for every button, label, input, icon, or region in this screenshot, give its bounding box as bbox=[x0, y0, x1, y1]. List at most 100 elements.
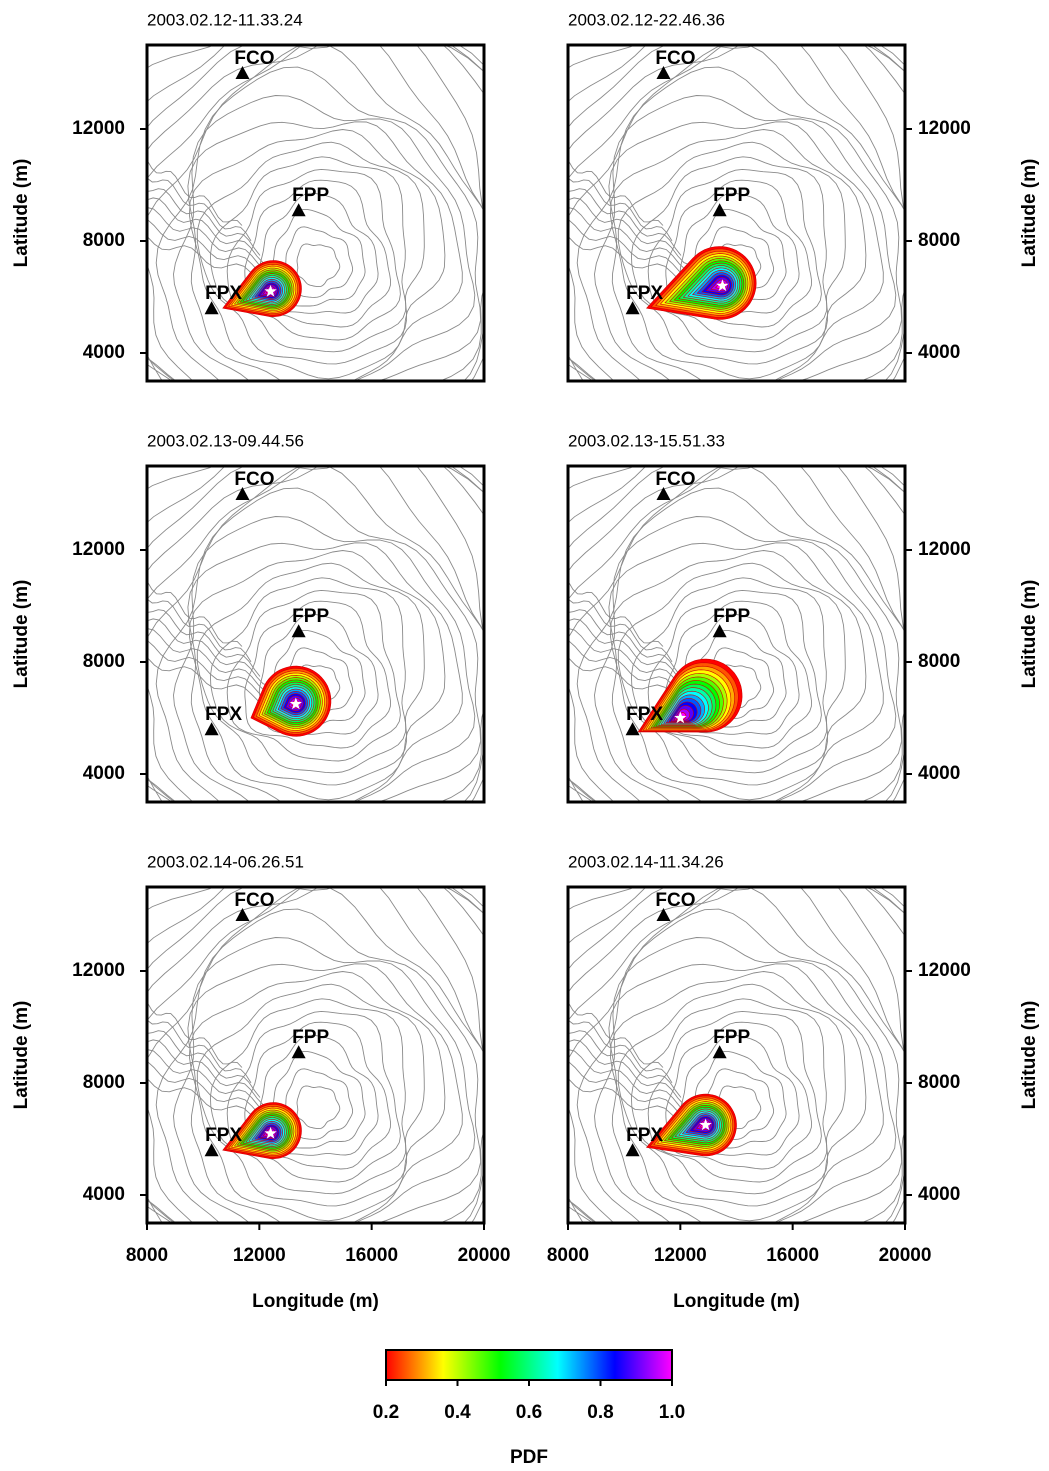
contour bbox=[188, 971, 446, 1222]
contour bbox=[147, 1001, 243, 1068]
contour bbox=[647, 1010, 822, 1183]
map-area bbox=[147, 466, 484, 802]
y-tick-label: 4000 bbox=[918, 763, 960, 784]
y-tick-label: 8000 bbox=[918, 1072, 960, 1093]
contour bbox=[147, 1039, 270, 1108]
contour bbox=[608, 121, 884, 381]
contour bbox=[187, 963, 463, 1223]
contour bbox=[187, 121, 463, 381]
x-tick-label: 16000 bbox=[766, 1245, 819, 1266]
contour bbox=[576, 908, 903, 1223]
contour bbox=[568, 466, 905, 802]
station-label: FPP bbox=[292, 606, 329, 627]
station-label: FPX bbox=[626, 704, 663, 725]
station-label: FPP bbox=[713, 606, 750, 627]
y-tick-label: 4000 bbox=[918, 342, 960, 363]
contour bbox=[147, 197, 270, 266]
x-tick-label: 20000 bbox=[879, 1245, 932, 1266]
contour bbox=[147, 609, 261, 677]
colorbar bbox=[385, 1349, 673, 1381]
station bbox=[712, 1045, 727, 1059]
colorbar-tick-label: 0.8 bbox=[587, 1402, 613, 1423]
station bbox=[625, 722, 640, 736]
y-tick-label: 8000 bbox=[918, 651, 960, 672]
contour bbox=[594, 937, 897, 1223]
contour bbox=[679, 192, 800, 314]
y-tick-label: 12000 bbox=[72, 960, 125, 981]
x-axis-label: Longitude (m) bbox=[252, 1291, 379, 1312]
station bbox=[656, 66, 671, 79]
frame bbox=[145, 885, 486, 1225]
x-tick-label: 8000 bbox=[547, 1245, 589, 1266]
contour bbox=[147, 1030, 261, 1098]
panel-title: 2003.02.12-11.33.24 bbox=[147, 10, 303, 29]
contour bbox=[608, 542, 884, 802]
station-label: FPP bbox=[292, 185, 329, 206]
x-tick-label: 8000 bbox=[126, 1245, 168, 1266]
y-tick-label: 12000 bbox=[72, 539, 125, 560]
contour bbox=[147, 628, 279, 694]
x-tick-label: 16000 bbox=[345, 1245, 398, 1266]
contour bbox=[155, 487, 482, 802]
contour bbox=[568, 45, 905, 381]
contour bbox=[226, 168, 401, 341]
contour bbox=[568, 1001, 664, 1068]
station-label: FPX bbox=[205, 283, 242, 304]
y-tick-label: 4000 bbox=[83, 1184, 125, 1205]
y-axis-label: Latitude (m) bbox=[1019, 1001, 1040, 1110]
contour bbox=[576, 66, 903, 381]
contour bbox=[630, 577, 828, 774]
panel-title: 2003.02.13-15.51.33 bbox=[568, 431, 725, 450]
contour bbox=[609, 129, 867, 380]
contour bbox=[568, 1019, 673, 1084]
station-label: FCO bbox=[655, 469, 695, 490]
contour bbox=[568, 207, 700, 273]
station-label: FCO bbox=[655, 48, 695, 69]
contour bbox=[147, 159, 243, 226]
station bbox=[204, 1143, 219, 1157]
contour bbox=[568, 1039, 691, 1108]
contour bbox=[173, 937, 476, 1223]
contour bbox=[630, 998, 828, 1195]
contour bbox=[568, 45, 905, 381]
contour bbox=[209, 998, 407, 1195]
contour bbox=[568, 188, 682, 256]
station-label: FPP bbox=[292, 1027, 329, 1048]
station bbox=[712, 624, 727, 638]
contour bbox=[173, 516, 476, 802]
y-tick-label: 12000 bbox=[918, 960, 971, 981]
contour bbox=[196, 562, 425, 786]
y-tick-label: 12000 bbox=[918, 118, 971, 139]
map-area bbox=[147, 45, 484, 381]
station bbox=[656, 487, 671, 500]
contour bbox=[147, 188, 261, 256]
colorbar-tick-label: 0.2 bbox=[373, 1402, 399, 1423]
station bbox=[204, 301, 219, 315]
contour bbox=[568, 609, 682, 677]
y-tick-label: 12000 bbox=[918, 539, 971, 560]
best-location bbox=[264, 1126, 277, 1139]
y-axis-label: Latitude (m) bbox=[11, 580, 32, 689]
station bbox=[235, 66, 250, 79]
frame bbox=[145, 464, 486, 804]
y-axis-label: Latitude (m) bbox=[1019, 159, 1040, 268]
colorbar-tick-label: 0.4 bbox=[444, 1402, 471, 1423]
contour bbox=[258, 613, 379, 735]
map-area bbox=[568, 887, 905, 1223]
colorbar-label: PDF bbox=[510, 1447, 548, 1468]
frame bbox=[566, 885, 907, 1225]
contour bbox=[188, 129, 446, 380]
station bbox=[235, 908, 250, 921]
x-tick-label: 12000 bbox=[233, 1245, 286, 1266]
station bbox=[625, 301, 640, 315]
x-axis-label: Longitude (m) bbox=[673, 1291, 800, 1312]
contour bbox=[188, 550, 446, 801]
contour bbox=[568, 177, 673, 242]
best-location bbox=[699, 1118, 712, 1131]
y-tick-label: 4000 bbox=[918, 1184, 960, 1205]
contour bbox=[594, 95, 897, 381]
station-label: FPX bbox=[626, 283, 663, 304]
contour bbox=[568, 466, 905, 802]
